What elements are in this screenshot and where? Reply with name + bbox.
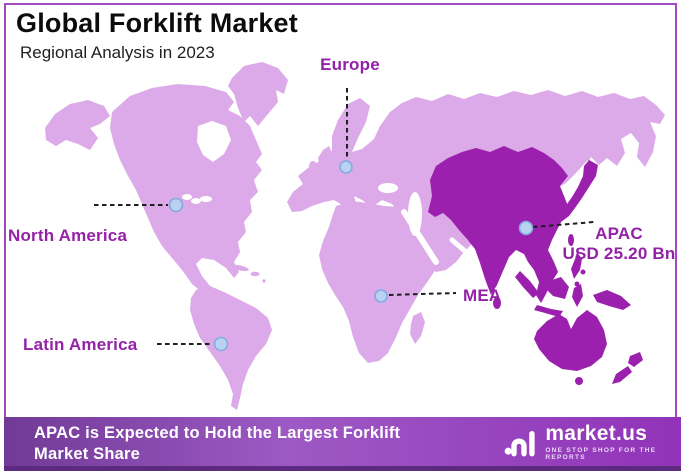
persian-gulf xyxy=(449,237,469,255)
region-philippines-isle-1 xyxy=(580,269,586,275)
region-australia-shape xyxy=(534,310,607,371)
marketus-logo-icon xyxy=(504,430,535,457)
region-nz-south-shape xyxy=(612,366,632,384)
great-lake-3 xyxy=(200,196,212,202)
latin-america-label: Latin America xyxy=(23,335,138,354)
region-borneo-shape xyxy=(546,277,569,299)
region-sumatra-shape xyxy=(515,271,539,298)
banner-text: APAC is Expected to Hold the Largest For… xyxy=(34,423,400,465)
region-alaska-shape xyxy=(45,100,110,150)
banner-bottom-strip xyxy=(4,466,681,471)
apac-label-value: USD 25.20 Bn xyxy=(562,243,676,263)
apac-callout-line xyxy=(532,221,595,228)
region-south-america-shape xyxy=(190,286,272,410)
header: Global Forklift Market Regional Analysis… xyxy=(16,8,298,63)
region-ireland-shape xyxy=(309,161,317,171)
apac-label-name: APAC xyxy=(595,224,643,243)
apac-marker xyxy=(518,220,534,236)
europe-label: Europe xyxy=(320,55,380,74)
region-hispaniola-shape xyxy=(250,271,260,277)
region-sakhalin-shape xyxy=(584,140,593,162)
region-taiwan-shape xyxy=(568,234,574,246)
black-sea xyxy=(378,183,398,193)
region-nz-north-shape xyxy=(628,352,643,367)
region-uk-shape xyxy=(318,146,332,172)
great-lake-2 xyxy=(191,198,201,204)
banner-line-1: APAC is Expected to Hold the Largest For… xyxy=(34,424,401,442)
north-america-marker xyxy=(168,197,184,213)
region-greenland-shape xyxy=(228,62,288,126)
callout-lines xyxy=(94,88,595,345)
callout-markers xyxy=(168,160,534,352)
region-philippines-shape xyxy=(571,252,582,279)
region-philippines-isle-2 xyxy=(574,281,580,287)
europe-marker xyxy=(339,160,353,174)
bottom-banner: APAC is Expected to Hold the Largest For… xyxy=(4,417,681,466)
hudson-bay xyxy=(197,121,231,162)
region-sulawesi-shape xyxy=(572,284,583,307)
marketus-logo: market.us ONE STOP SHOP FOR THE REPORTS xyxy=(504,423,681,461)
mea-callout-line xyxy=(388,292,457,296)
mea-marker xyxy=(374,289,388,303)
region-java-shape xyxy=(534,305,563,317)
logo-brand: market.us xyxy=(545,422,648,445)
region-korea-shape xyxy=(554,194,563,211)
logo-text: market.us ONE STOP SHOP FOR THE REPORTS xyxy=(545,423,681,461)
great-lake-1 xyxy=(182,194,192,200)
logo-tagline: ONE STOP SHOP FOR THE REPORTS xyxy=(545,447,657,461)
region-antilles-shape xyxy=(262,279,266,283)
region-new-guinea-shape xyxy=(593,290,631,310)
apac-label: APAC USD 25.20 Bn xyxy=(562,224,676,263)
red-sea xyxy=(401,209,439,265)
page-subtitle: Regional Analysis in 2023 xyxy=(20,43,215,63)
region-tasmania-shape xyxy=(575,377,583,385)
region-japan-shape xyxy=(557,160,598,222)
region-apac-mainland-shape xyxy=(428,146,568,303)
region-madagascar-shape xyxy=(410,312,425,344)
map-seas xyxy=(182,121,469,265)
region-cuba-shape xyxy=(231,264,249,272)
mea-label: MEA xyxy=(463,286,502,305)
page-title: Global Forklift Market xyxy=(16,8,298,38)
banner-line-2: Market Share xyxy=(34,445,141,464)
region-sri-lanka-shape xyxy=(493,297,501,309)
latin-america-marker xyxy=(213,336,229,352)
map-apac-region xyxy=(428,146,643,385)
north-america-label: North America xyxy=(8,226,128,245)
